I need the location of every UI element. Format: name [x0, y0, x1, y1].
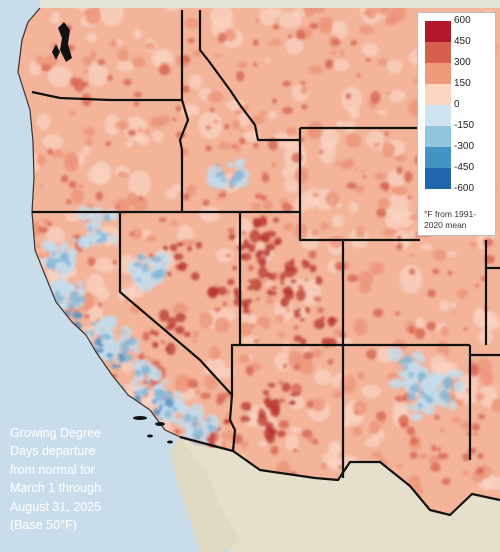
legend-swatch [425, 84, 451, 105]
legend: °F from 1991-2020 mean 600 450 300 150 0 -150… [417, 12, 496, 236]
legend-tick-label: -450 [454, 162, 475, 173]
caption-line: Days departure [10, 444, 96, 459]
legend-tick-label: 600 [454, 15, 471, 26]
legend-tick-label: -150 [454, 120, 475, 131]
legend-swatch [425, 105, 451, 126]
canada-terrain [40, 0, 500, 10]
border-us-mexico [179, 435, 500, 517]
legend-swatch [425, 63, 451, 84]
border-id-west [178, 10, 190, 212]
legend-swatch [425, 126, 451, 147]
border-nv-ut [230, 212, 242, 395]
legend-swatch [425, 21, 451, 42]
caption-line: August 31, 2025 [10, 499, 102, 514]
coastline [17, 7, 181, 438]
legend-swatch [425, 168, 451, 189]
legend-tick-label: -600 [454, 183, 475, 194]
baja-terrain [170, 437, 240, 552]
mexico-terrain [180, 437, 500, 552]
state-borders [17, 7, 500, 517]
caption-line: (Base 50°F) [10, 518, 77, 533]
channel-islands [133, 416, 173, 444]
border-wa-or [31, 90, 182, 102]
legend-swatch [425, 42, 451, 63]
caption-line: Growing Degree [10, 426, 102, 440]
puget-sound [52, 22, 72, 62]
legend-tick-label: 450 [454, 36, 471, 47]
legend-swatch [425, 147, 451, 168]
caption-line: from normal for [10, 462, 95, 477]
legend-tick-label: -300 [454, 141, 475, 152]
legend-tick-label: 0 [454, 99, 460, 110]
legend-tick-label: 300 [454, 57, 471, 68]
legend-tick-label: 150 [454, 78, 471, 89]
map-caption: Growing Degree Days departure from norma… [10, 424, 160, 534]
legend-note: °F from 1991-2020 mean [424, 209, 477, 230]
border-wy-co [298, 212, 420, 242]
caption-line: March 1 through [10, 481, 102, 496]
border-id-mt [198, 10, 300, 142]
